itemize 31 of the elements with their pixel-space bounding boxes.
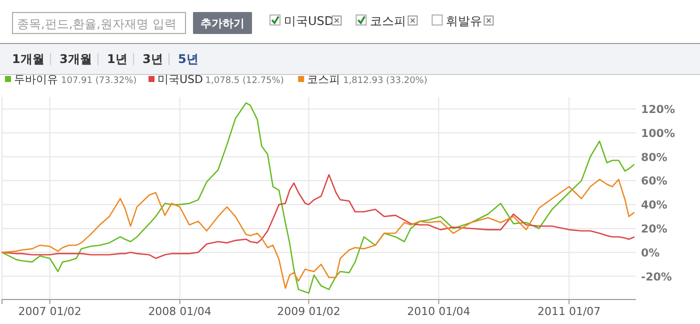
- line-series: [1, 178, 635, 289]
- y-tick-label: -20%: [641, 270, 672, 284]
- text: 1,078.5 (12.75%): [205, 76, 284, 86]
- y-tick-label: 80%: [641, 150, 668, 164]
- text: 미국USD: [284, 14, 334, 28]
- text: 추가하기: [200, 17, 244, 30]
- x-tick-label: 2011 01/07: [537, 305, 601, 318]
- y-tick-label: 60%: [641, 174, 668, 188]
- legend-label: 코스피: [307, 73, 340, 86]
- x-tick-label: 2008 01/04: [148, 305, 212, 318]
- text: 3년: [142, 52, 163, 66]
- text: 3개월: [60, 52, 92, 66]
- text: 종목,펀드,환율,원자재명 입력: [17, 17, 176, 31]
- x-tick-label: 2009 01/02: [277, 305, 340, 318]
- line-series: [1, 102, 635, 294]
- text: 107.91 (73.32%): [61, 76, 137, 86]
- text: 휘발유: [446, 14, 482, 28]
- text: 1개월: [12, 52, 44, 66]
- text: 1,812.93 (33.20%): [343, 76, 428, 86]
- y-tick-label: 20%: [641, 222, 668, 236]
- y-tick-label: 0%: [641, 246, 660, 260]
- y-tick-label: 100%: [641, 126, 675, 140]
- legend-label: 두바이유: [14, 73, 58, 86]
- text: 5년: [178, 52, 198, 66]
- x-tick-label: 2010 01/04: [407, 305, 470, 318]
- text: 1년: [107, 52, 128, 66]
- x-tick-label: 2007 01/02: [18, 305, 82, 318]
- legend-label: 미국USD: [158, 73, 204, 86]
- text: 코스피: [370, 14, 406, 28]
- y-tick-label: 40%: [641, 198, 668, 212]
- y-tick-label: 120%: [641, 102, 675, 116]
